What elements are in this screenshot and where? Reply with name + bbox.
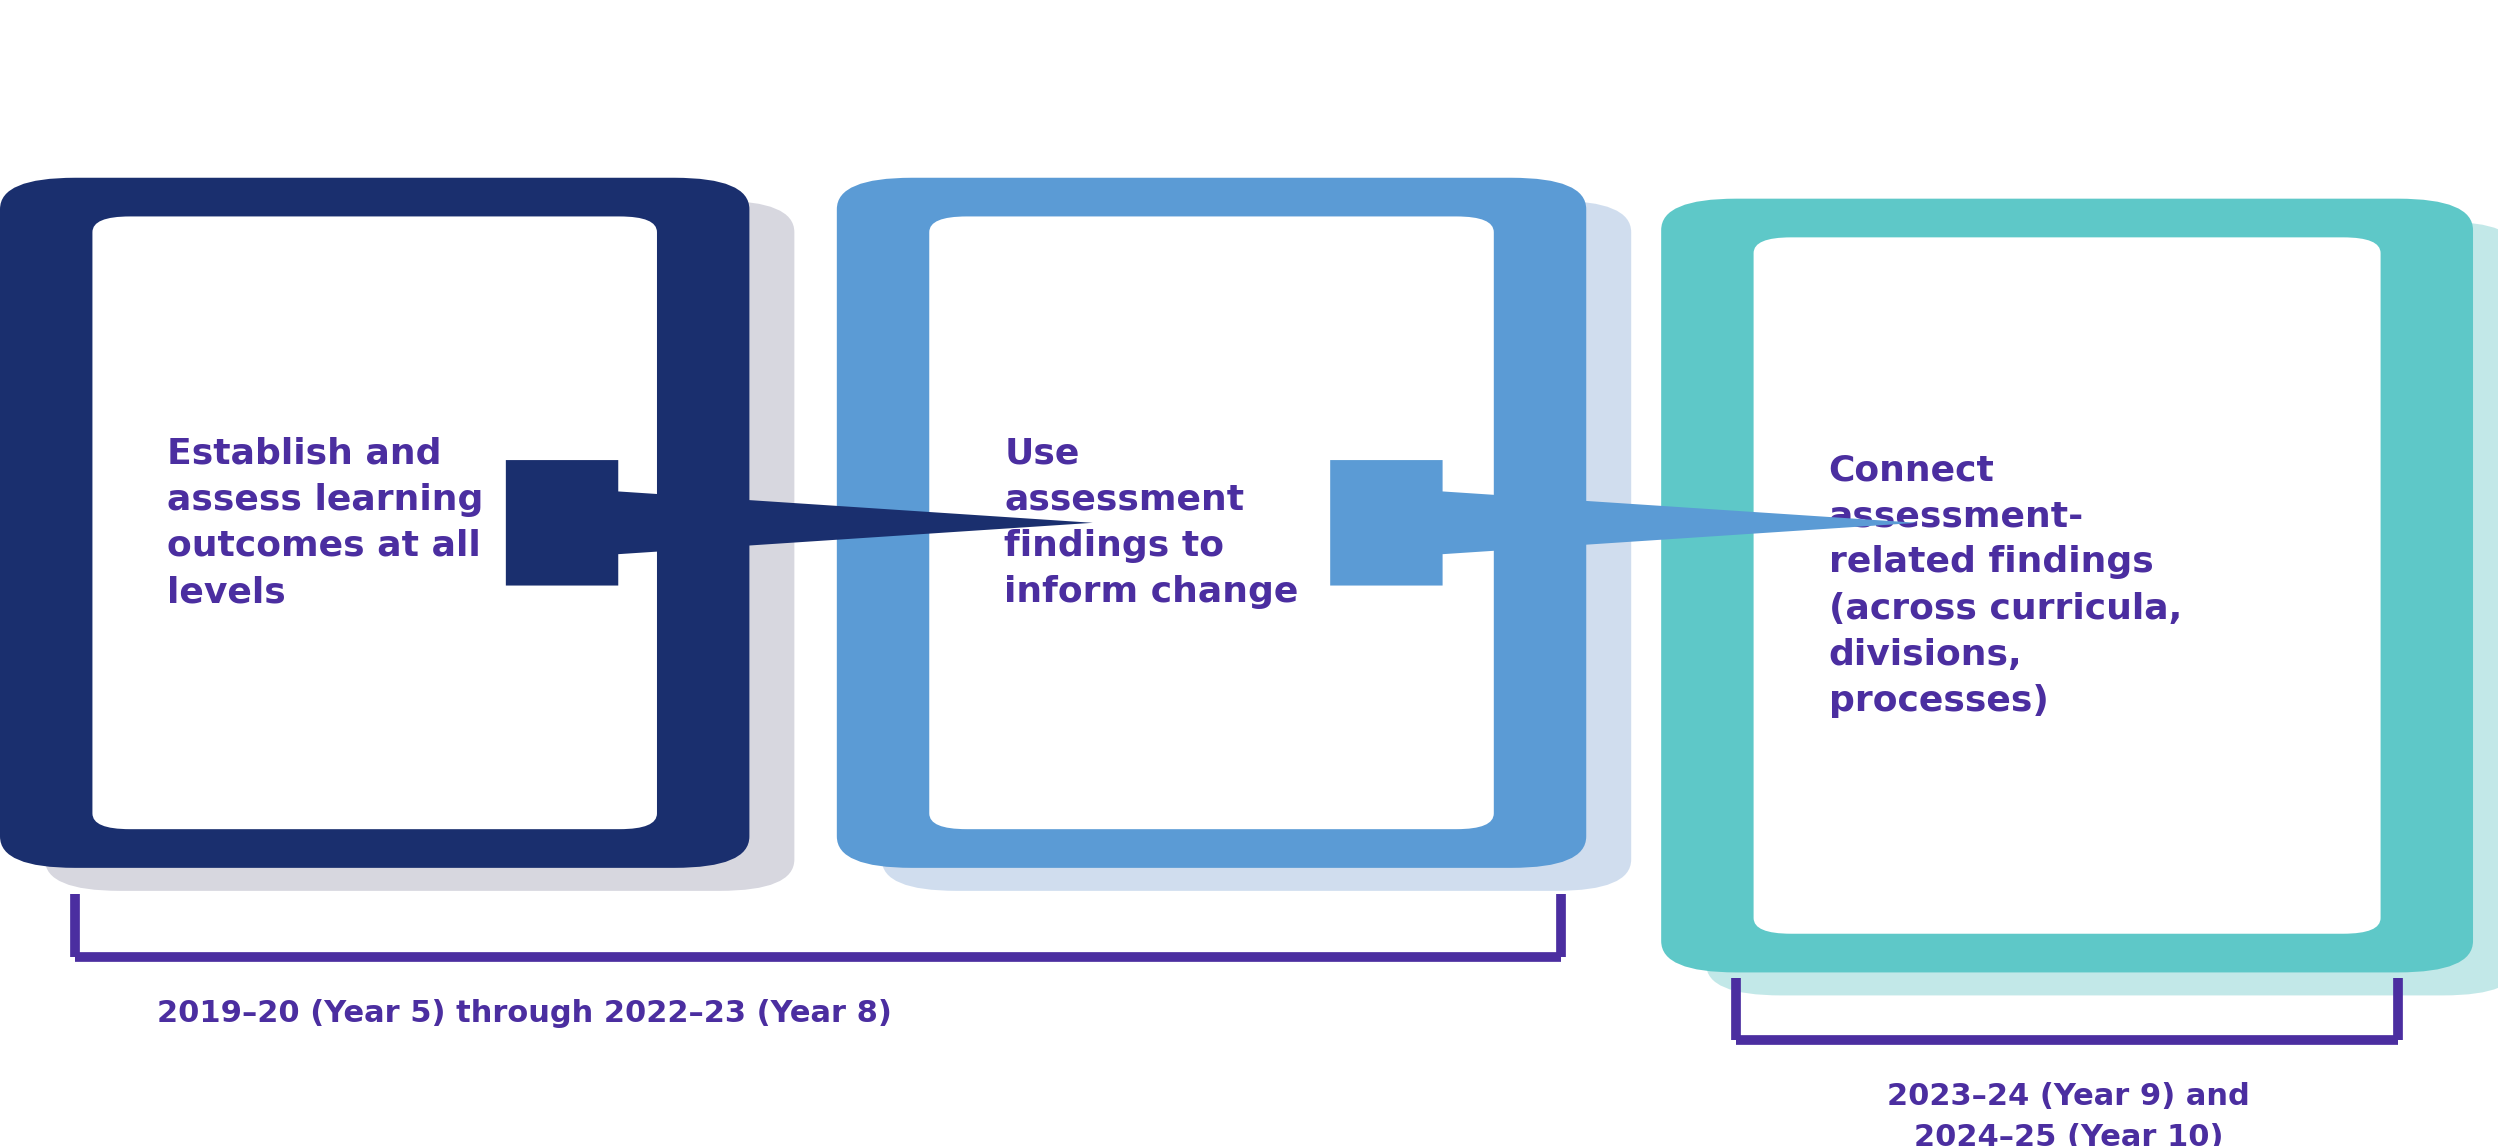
Text: Use
assessment
findings to
inform change: Use assessment findings to inform change	[1004, 437, 1299, 609]
FancyBboxPatch shape	[837, 178, 1586, 868]
Text: 2023–24 (Year 9) and
2024–25 (Year 10): 2023–24 (Year 9) and 2024–25 (Year 10)	[1886, 1082, 2251, 1146]
FancyBboxPatch shape	[45, 201, 794, 890]
Text: 2019–20 (Year 5) through 2022–23 (Year 8): 2019–20 (Year 5) through 2022–23 (Year 8…	[157, 998, 892, 1028]
FancyBboxPatch shape	[929, 217, 1494, 830]
FancyBboxPatch shape	[92, 217, 657, 830]
Polygon shape	[505, 460, 1092, 586]
Polygon shape	[1329, 460, 1918, 586]
FancyBboxPatch shape	[1754, 237, 2381, 934]
FancyBboxPatch shape	[1661, 198, 2473, 973]
Text: Connect
assessment-
related findings
(across curricula,
divisions,
processes): Connect assessment- related findings (ac…	[1829, 453, 2181, 717]
FancyBboxPatch shape	[1706, 221, 2498, 996]
Text: Establish and
assess learning
outcomes at all
levels: Establish and assess learning outcomes a…	[167, 437, 485, 609]
FancyBboxPatch shape	[0, 178, 749, 868]
FancyBboxPatch shape	[882, 201, 1631, 890]
